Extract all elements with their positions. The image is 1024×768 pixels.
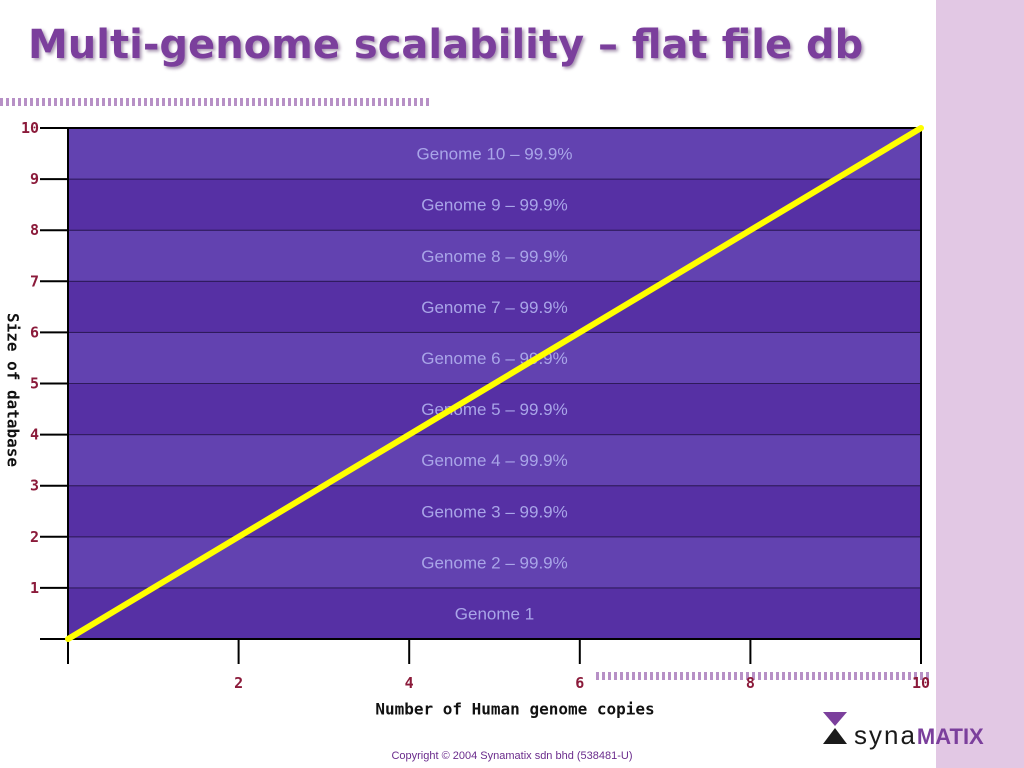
band-label: Genome 8 – 99.9% [421, 247, 567, 266]
y-tick-label: 8 [30, 221, 39, 239]
y-tick-label: 7 [30, 272, 39, 290]
genome-band [67, 229, 922, 282]
decorative-dots-bottom [596, 670, 932, 682]
band-label: Genome 4 – 99.9% [421, 451, 567, 470]
side-strip [936, 0, 1024, 768]
x-tick-label: 4 [405, 674, 414, 692]
y-tick-label: 9 [30, 170, 39, 188]
y-tick-label: 2 [30, 528, 39, 546]
series-line [65, 125, 924, 642]
band-label: Genome 9 – 99.9% [421, 196, 567, 215]
y-tick-label: 5 [30, 375, 39, 393]
company-logo: synaMATIX [820, 708, 1020, 764]
x-axis-label: Number of Human genome copies [375, 699, 655, 719]
y-axis-label: Size of database [3, 312, 23, 468]
logo-part-syna: syna [854, 720, 917, 750]
y-tick-label: 6 [30, 323, 39, 341]
copyright-text: Copyright © 2004 Synamatix sdn bhd (5384… [391, 750, 633, 762]
logo-part-matix: MATIX [916, 724, 984, 749]
x-tick-label: 10 [912, 674, 930, 692]
band-label: Genome 7 – 99.9% [421, 298, 567, 317]
genome-band [67, 127, 922, 180]
x-tick-label: 8 [746, 674, 755, 692]
slide-title: Multi-genome scalability – flat file db [28, 22, 864, 68]
y-tick-label: 1 [30, 579, 39, 597]
y-tick-label: 4 [30, 426, 39, 444]
band-label: Genome 1 [455, 604, 534, 623]
x-tick-label: 2 [234, 674, 243, 692]
y-tick-label: 3 [30, 477, 39, 495]
hourglass-icon [823, 712, 847, 744]
decorative-dots-top [0, 96, 430, 108]
y-tick-label: 10 [21, 119, 39, 137]
logo-wordmark: synaMATIX [854, 720, 984, 752]
x-tick-label: 6 [575, 674, 584, 692]
genome-band [67, 178, 922, 231]
band-label: Genome 3 – 99.9% [421, 502, 567, 521]
band-label: Genome 2 – 99.9% [421, 553, 567, 572]
genome-band [67, 331, 922, 384]
band-label: Genome 10 – 99.9% [417, 145, 573, 164]
